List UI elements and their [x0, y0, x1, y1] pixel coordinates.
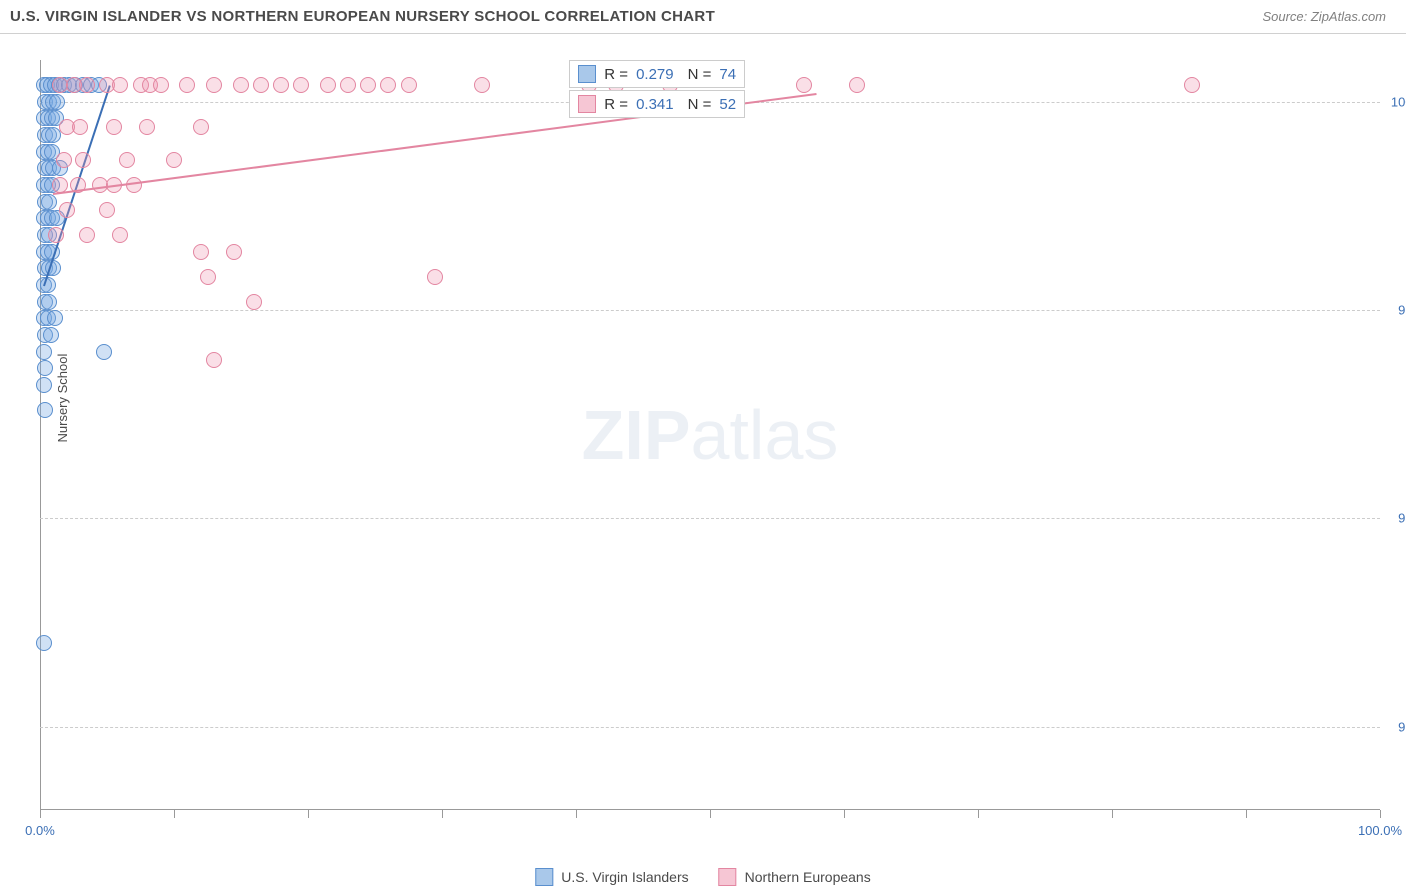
data-point [179, 77, 195, 93]
chart-header: U.S. VIRGIN ISLANDER VS NORTHERN EUROPEA… [0, 0, 1406, 34]
data-point [193, 119, 209, 135]
data-point [380, 77, 396, 93]
data-point [79, 77, 95, 93]
data-point [253, 77, 269, 93]
data-point [153, 77, 169, 93]
data-point [36, 635, 52, 651]
data-point [193, 244, 209, 260]
data-point [293, 77, 309, 93]
data-point [273, 77, 289, 93]
data-point [226, 244, 242, 260]
x-tick [1246, 810, 1247, 818]
r-value: 0.341 [636, 96, 674, 113]
data-point [49, 94, 65, 110]
data-point [320, 77, 336, 93]
data-point [246, 294, 262, 310]
data-point [37, 402, 53, 418]
data-point [1184, 77, 1200, 93]
legend-swatch [535, 868, 553, 886]
x-tick [1112, 810, 1113, 818]
data-point [139, 119, 155, 135]
x-tick [710, 810, 711, 818]
legend-label: Northern Europeans [745, 869, 871, 885]
data-point [48, 227, 64, 243]
y-tick-label: 95.0% [1398, 511, 1406, 526]
data-point [36, 377, 52, 393]
data-point [849, 77, 865, 93]
legend-swatch [719, 868, 737, 886]
data-point [401, 77, 417, 93]
data-point [112, 227, 128, 243]
data-point [206, 352, 222, 368]
data-point [427, 269, 443, 285]
data-point [796, 77, 812, 93]
series-swatch [578, 65, 596, 83]
n-value: 52 [719, 96, 736, 113]
data-point [36, 344, 52, 360]
r-label: R = [604, 66, 628, 83]
data-point [166, 152, 182, 168]
r-label: R = [604, 96, 628, 113]
data-point [200, 269, 216, 285]
x-tick [978, 810, 979, 818]
data-point [340, 77, 356, 93]
r-value: 0.279 [636, 66, 674, 83]
watermark: ZIPatlas [582, 395, 839, 475]
legend-label: U.S. Virgin Islanders [561, 869, 688, 885]
data-point [75, 152, 91, 168]
grid-line [40, 310, 1380, 311]
data-point [474, 77, 490, 93]
chart-source: Source: ZipAtlas.com [1262, 9, 1386, 24]
watermark-light: atlas [691, 396, 839, 474]
data-point [206, 77, 222, 93]
x-tick [442, 810, 443, 818]
data-point [47, 310, 63, 326]
n-value: 74 [719, 66, 736, 83]
data-point [106, 119, 122, 135]
data-point [233, 77, 249, 93]
data-point [41, 194, 57, 210]
data-point [37, 360, 53, 376]
n-label: N = [688, 66, 712, 83]
x-tick [174, 810, 175, 818]
watermark-bold: ZIP [582, 396, 691, 474]
x-tick [1380, 810, 1381, 818]
chart-container: Nursery School ZIPatlas 92.5%95.0%97.5%1… [40, 60, 1380, 810]
plot-area: ZIPatlas 92.5%95.0%97.5%100.0%0.0%100.0%… [40, 60, 1380, 810]
data-point [56, 152, 72, 168]
legend-item: Northern Europeans [719, 868, 871, 886]
data-point [72, 119, 88, 135]
stats-box: R = 0.279 N = 74 [569, 60, 745, 88]
y-tick-label: 92.5% [1398, 719, 1406, 734]
x-tick [40, 810, 41, 818]
data-point [43, 327, 59, 343]
x-tick-label: 100.0% [1358, 823, 1402, 838]
grid-line [40, 727, 1380, 728]
data-point [59, 202, 75, 218]
data-point [79, 227, 95, 243]
y-tick-label: 97.5% [1398, 303, 1406, 318]
x-tick [308, 810, 309, 818]
data-point [119, 152, 135, 168]
data-point [112, 77, 128, 93]
data-point [360, 77, 376, 93]
legend-item: U.S. Virgin Islanders [535, 868, 688, 886]
chart-title: U.S. VIRGIN ISLANDER VS NORTHERN EUROPEA… [10, 8, 715, 25]
x-tick [576, 810, 577, 818]
grid-line [40, 518, 1380, 519]
data-point [96, 344, 112, 360]
x-tick-label: 0.0% [25, 823, 55, 838]
series-swatch [578, 95, 596, 113]
y-tick-label: 100.0% [1391, 94, 1406, 109]
legend: U.S. Virgin Islanders Northern Europeans [535, 868, 870, 886]
n-label: N = [688, 96, 712, 113]
stats-box: R = 0.341 N = 52 [569, 90, 745, 118]
data-point [99, 202, 115, 218]
data-point [41, 294, 57, 310]
x-tick [844, 810, 845, 818]
